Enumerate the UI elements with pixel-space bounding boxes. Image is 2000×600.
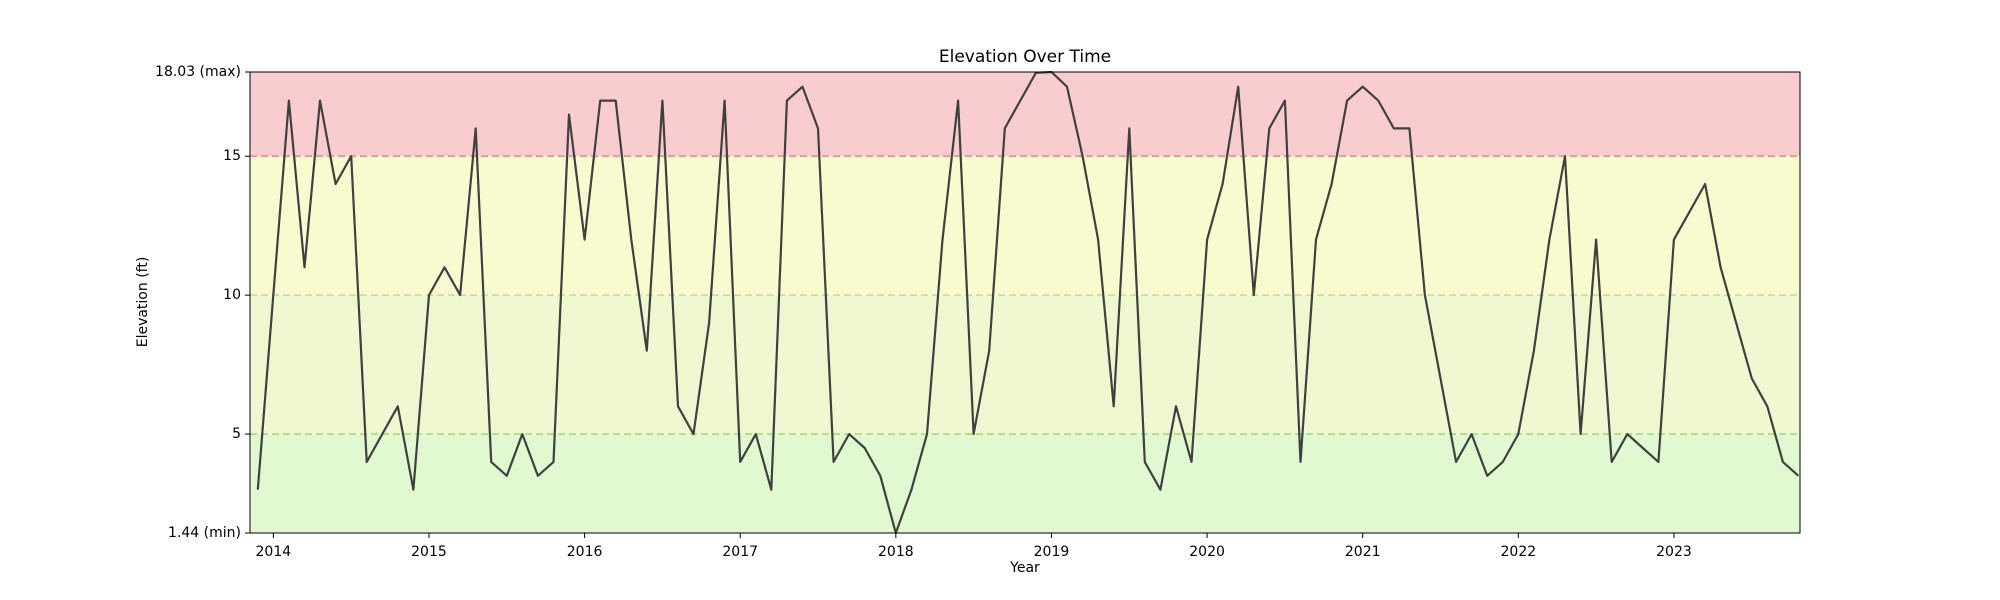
plot-frame [249, 71, 1801, 534]
x-tick-label: 2022 [1501, 544, 1537, 560]
x-tick-label: 2017 [722, 544, 758, 560]
chart-title: Elevation Over Time [939, 47, 1111, 67]
x-tick-label: 2019 [1034, 544, 1070, 560]
y-tick-label: 10 [223, 287, 241, 303]
x-tick-label: 2015 [411, 544, 447, 560]
y-tick-label: 15 [223, 148, 241, 164]
x-tick-label: 2020 [1189, 544, 1225, 560]
band [250, 434, 1800, 533]
x-tick-label: 2014 [256, 544, 292, 560]
band [250, 295, 1800, 435]
x-axis-label: Year [1009, 560, 1040, 576]
x-tick-label: 2023 [1656, 544, 1692, 560]
x-tick-label: 2016 [567, 544, 603, 560]
y-tick-label: 1.44 (min) [168, 525, 241, 541]
line [256, 70, 1800, 535]
band [250, 72, 1800, 157]
x-tick-label: 2018 [878, 544, 914, 560]
band [250, 156, 1800, 296]
y-tick-label: 18.03 (max) [155, 64, 241, 80]
y-axis-label: Elevation (ft) [135, 257, 151, 348]
y-tick-label: 5 [232, 426, 241, 442]
x-tick-label: 2021 [1345, 544, 1381, 560]
